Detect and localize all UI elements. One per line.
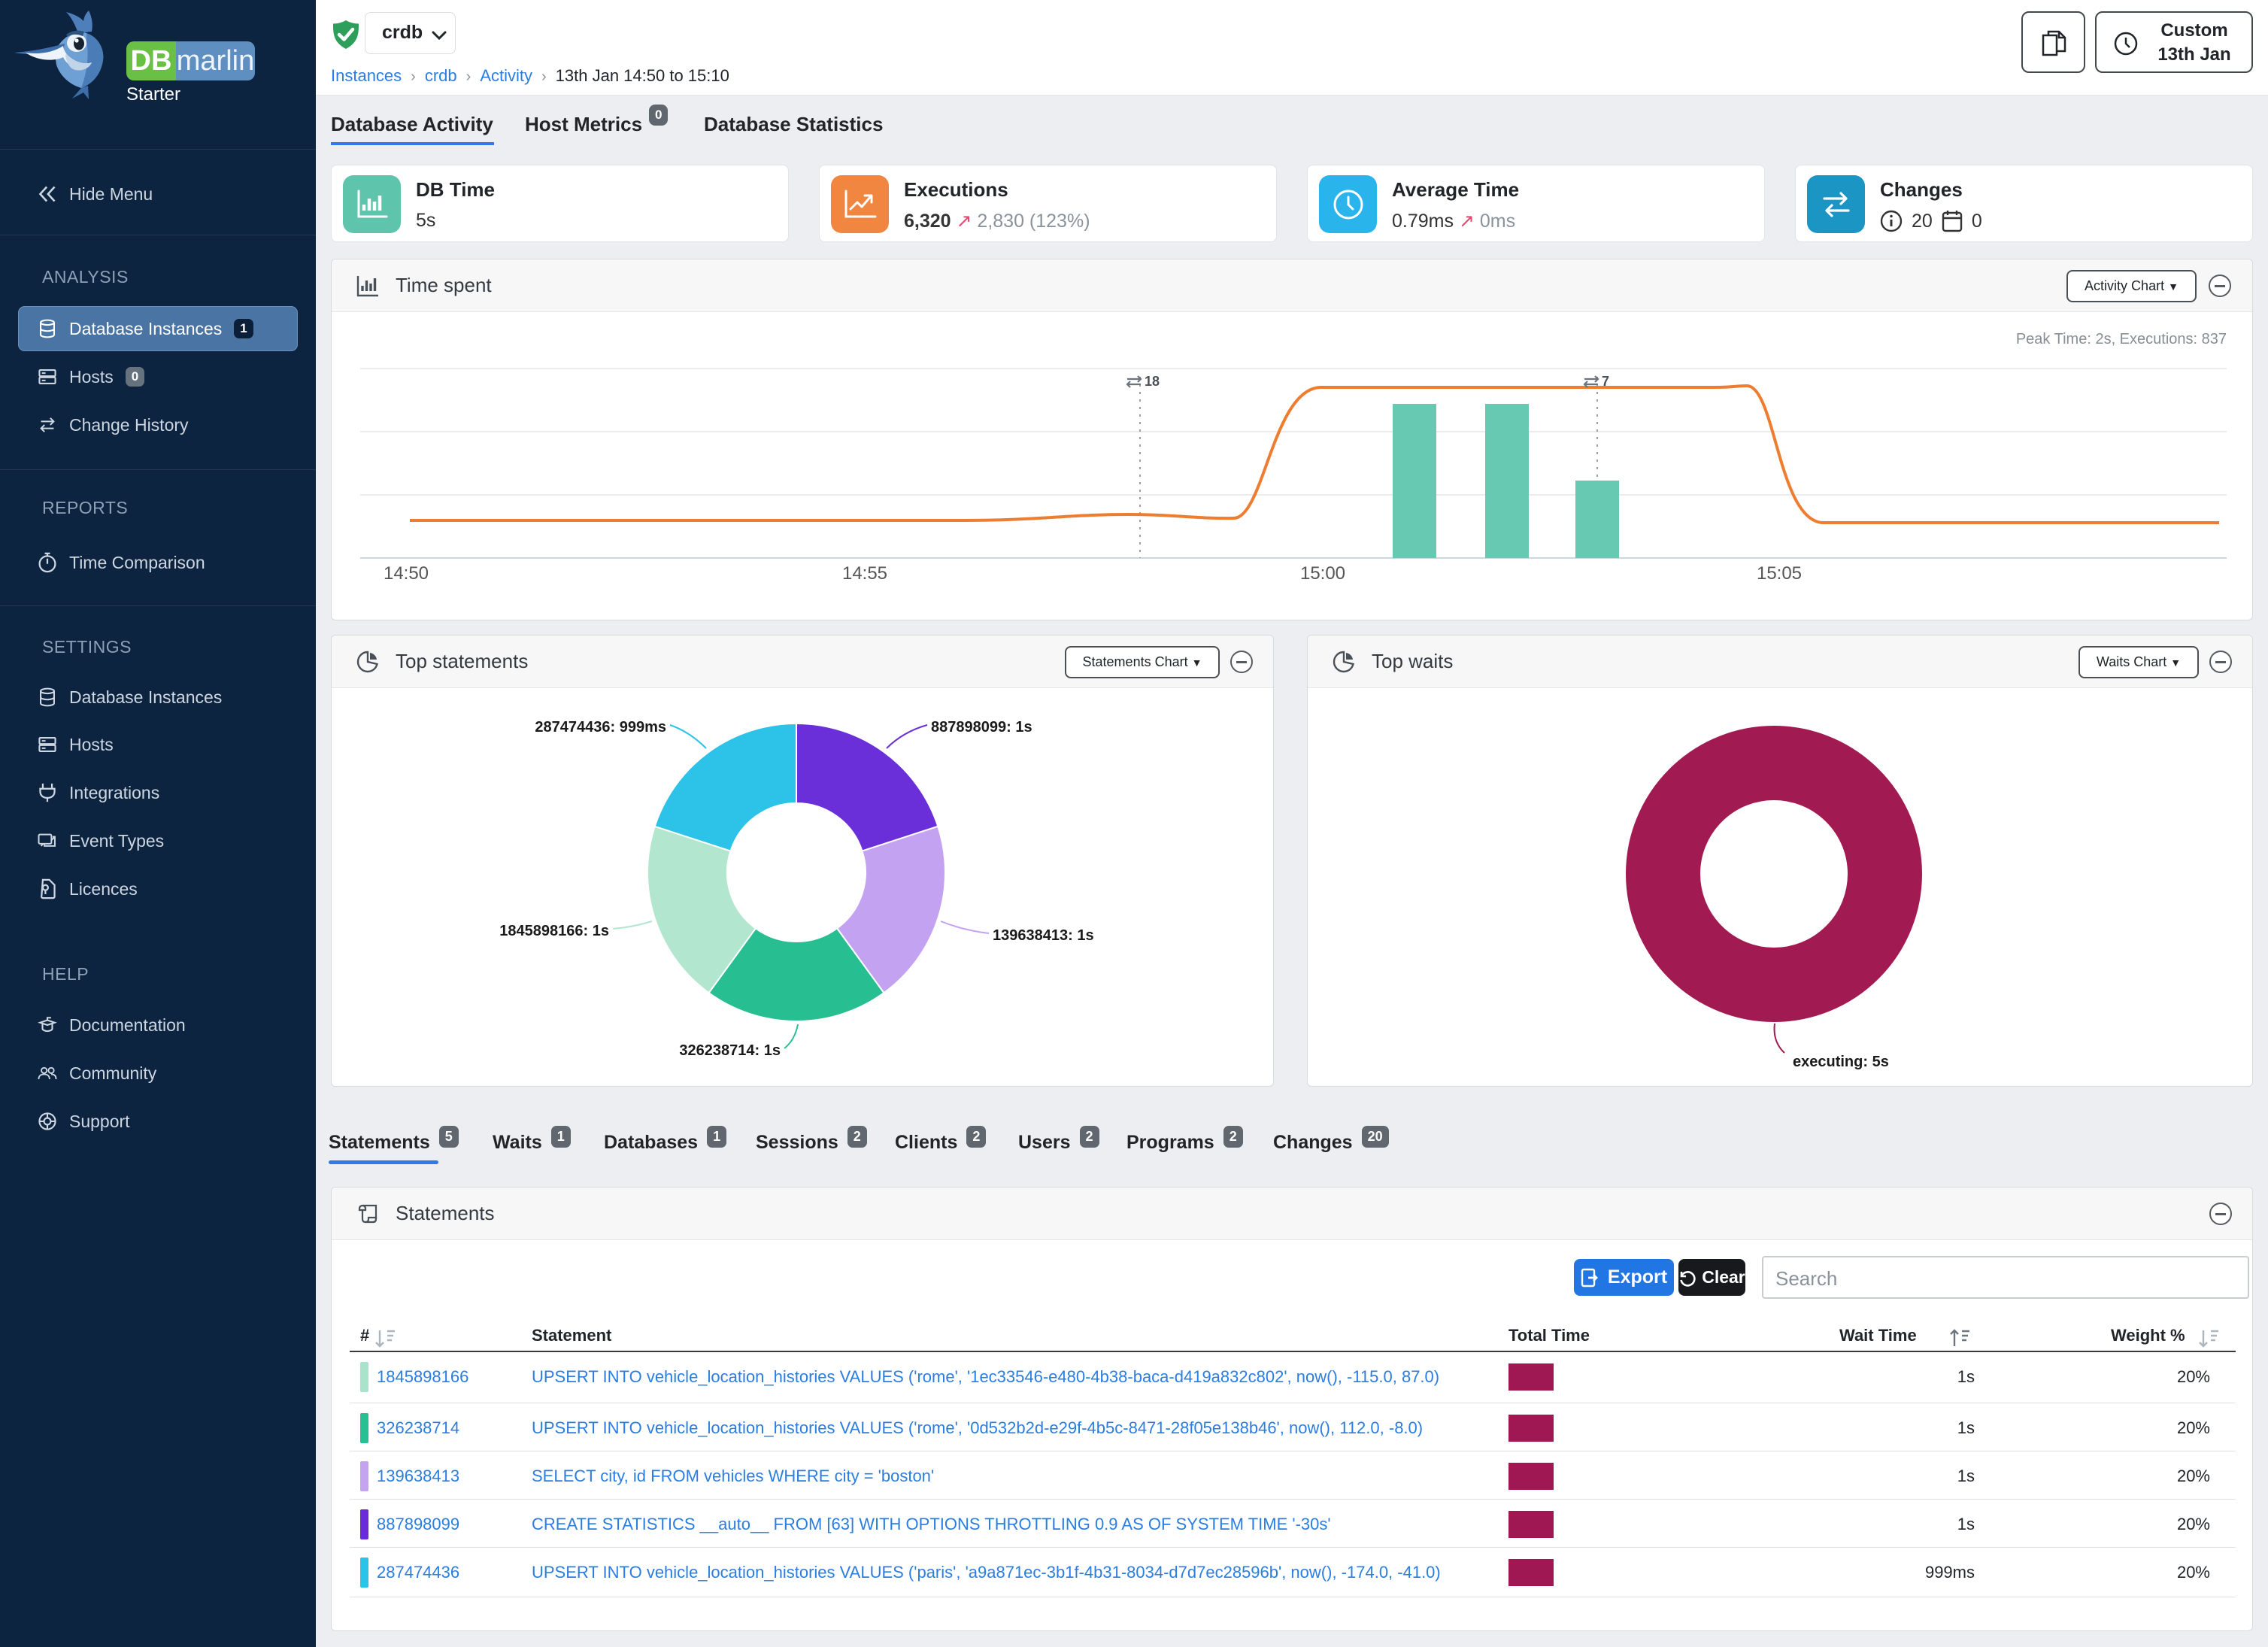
svg-text:18: 18	[1145, 374, 1160, 389]
svg-text:14:55: 14:55	[842, 563, 887, 584]
svg-text:887898099: 1s: 887898099: 1s	[931, 719, 1032, 736]
svg-text:15:05: 15:05	[1757, 563, 1802, 584]
svg-text:7: 7	[1602, 374, 1609, 389]
svg-text:14:50: 14:50	[384, 563, 429, 584]
svg-text:1845898166: 1s: 1845898166: 1s	[499, 923, 609, 939]
svg-text:326238714: 1s: 326238714: 1s	[679, 1042, 781, 1059]
svg-text:15:00: 15:00	[1300, 563, 1345, 584]
svg-text:Peak Time: 2s, Executions: 837: Peak Time: 2s, Executions: 837	[2016, 331, 2227, 347]
svg-text:executing: 5s: executing: 5s	[1793, 1054, 1889, 1070]
svg-text:287474436: 999ms: 287474436: 999ms	[535, 719, 666, 736]
svg-text:139638413: 1s: 139638413: 1s	[993, 927, 1094, 944]
